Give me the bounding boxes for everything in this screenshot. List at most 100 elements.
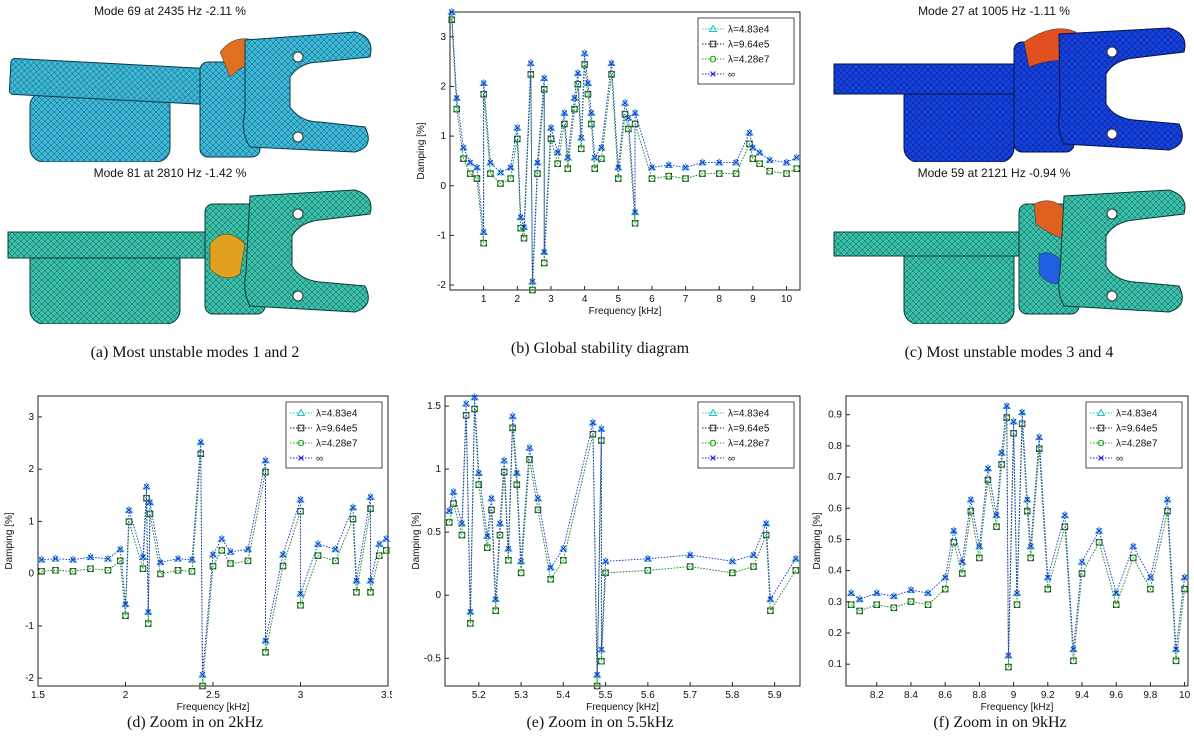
data-point bbox=[564, 154, 571, 161]
data-point bbox=[534, 159, 541, 166]
data-point bbox=[686, 563, 694, 570]
data-point bbox=[1026, 541, 1035, 550]
legend-label: λ=9.64e5 bbox=[728, 424, 770, 435]
data-point bbox=[1013, 601, 1021, 608]
data-point bbox=[459, 143, 468, 151]
data-point bbox=[209, 562, 217, 570]
data-point bbox=[174, 567, 182, 574]
data-point bbox=[766, 594, 775, 603]
x-tick-label: 5.9 bbox=[768, 690, 782, 701]
data-point bbox=[381, 534, 391, 542]
x-tick-label: 9.8 bbox=[1143, 690, 1157, 701]
data-point bbox=[541, 75, 548, 81]
data-point bbox=[621, 110, 629, 118]
data-point bbox=[632, 209, 638, 216]
data-point bbox=[547, 564, 554, 571]
data-point bbox=[175, 555, 181, 562]
data-point bbox=[500, 468, 508, 476]
data-point bbox=[520, 234, 528, 242]
data-point bbox=[1019, 409, 1025, 416]
data-point bbox=[484, 544, 491, 551]
data-point bbox=[262, 457, 269, 464]
chart-zoom-9khz: 8.2 8.4 8.6 8.8 9 9.2 9.4 9.6 9.8 10 0.1 0.2 0.3 0.4 0… bbox=[812, 395, 1191, 713]
data-point bbox=[792, 555, 799, 562]
x-tick-label: 1 bbox=[481, 294, 487, 305]
y-tick-label: 1 bbox=[440, 131, 446, 142]
data-point bbox=[950, 539, 957, 546]
data-point bbox=[992, 510, 1001, 519]
data-point bbox=[453, 95, 460, 101]
data-point bbox=[449, 487, 458, 495]
data-point bbox=[581, 50, 588, 57]
data-point bbox=[570, 93, 579, 101]
data-point bbox=[139, 565, 147, 572]
data-point bbox=[1180, 573, 1189, 581]
data-point bbox=[925, 590, 931, 596]
data-point bbox=[488, 495, 495, 502]
data-point bbox=[218, 535, 225, 542]
y-tick-label: 0.5 bbox=[427, 527, 441, 538]
data-point bbox=[243, 544, 253, 553]
caption-d: (d) Zoom in on 2kHz bbox=[127, 714, 263, 731]
data-point bbox=[681, 163, 690, 171]
data-point bbox=[1018, 420, 1026, 428]
data-point bbox=[37, 555, 46, 563]
data-point bbox=[244, 557, 252, 565]
data-point bbox=[1003, 403, 1010, 409]
y-tick-label: 0.1 bbox=[828, 659, 842, 670]
data-point bbox=[581, 61, 588, 68]
data-point bbox=[1044, 585, 1052, 593]
data-point bbox=[459, 520, 465, 527]
data-point bbox=[467, 620, 474, 627]
data-point bbox=[1078, 570, 1086, 577]
data-point bbox=[976, 543, 983, 550]
x-tick-label: 7 bbox=[683, 294, 689, 305]
data-point bbox=[755, 148, 764, 156]
data-point bbox=[664, 160, 674, 168]
chart-global-stability: 1 2 3 4 5 6 7 8 9 10 -2 -1 0 1 2 3 Frequency [kHz] Dampin… bbox=[416, 7, 801, 317]
data-point bbox=[514, 124, 521, 131]
data-point bbox=[715, 170, 723, 177]
data-point bbox=[665, 162, 672, 168]
data-point bbox=[217, 534, 227, 542]
data-point bbox=[625, 125, 632, 133]
data-point bbox=[571, 95, 578, 101]
legend-marker bbox=[709, 40, 717, 48]
data-point bbox=[1130, 543, 1137, 550]
data-point bbox=[563, 153, 573, 161]
data-point bbox=[366, 576, 375, 584]
data-point bbox=[983, 463, 993, 472]
data-point bbox=[632, 110, 638, 116]
x-tick-label: 10 bbox=[781, 294, 793, 305]
data-point bbox=[1146, 573, 1155, 581]
data-point bbox=[227, 549, 234, 555]
data-point bbox=[1005, 663, 1012, 671]
data-point bbox=[559, 544, 568, 552]
data-point bbox=[450, 489, 457, 495]
data-point bbox=[38, 568, 45, 575]
y-tick-label: 0.4 bbox=[828, 566, 842, 577]
data-point bbox=[1147, 574, 1154, 581]
data-point bbox=[496, 168, 505, 176]
y-tick-label: 0.3 bbox=[828, 597, 842, 608]
data-point bbox=[487, 159, 494, 166]
data-point bbox=[763, 520, 770, 527]
x-tick-label: 8.4 bbox=[904, 690, 918, 701]
data-point bbox=[748, 143, 758, 151]
data-point bbox=[1027, 543, 1034, 550]
data-point bbox=[1096, 527, 1102, 534]
data-point bbox=[967, 507, 975, 515]
data-point bbox=[376, 552, 383, 559]
data-point bbox=[731, 158, 741, 166]
data-point bbox=[463, 400, 469, 407]
data-point bbox=[527, 60, 534, 67]
data-point bbox=[122, 612, 129, 619]
data-point bbox=[577, 145, 585, 153]
data-point bbox=[245, 546, 251, 553]
data-point bbox=[745, 128, 754, 136]
data-point bbox=[367, 577, 374, 584]
data-point bbox=[574, 81, 582, 88]
y-tick-label: 3 bbox=[440, 32, 446, 43]
caption-f: (f) Zoom in on 9kHz bbox=[933, 714, 1067, 731]
data-point bbox=[261, 456, 270, 464]
